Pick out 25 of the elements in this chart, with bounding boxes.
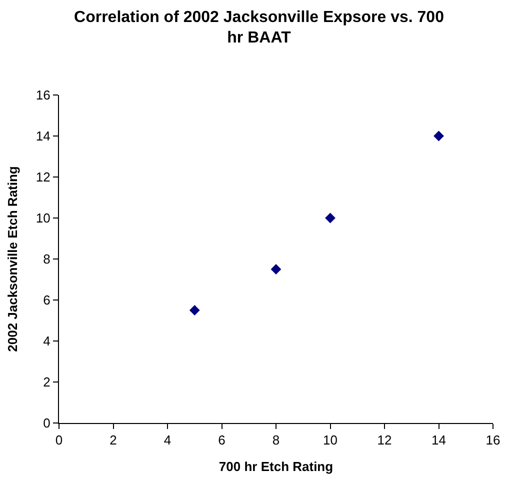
point bbox=[189, 305, 200, 316]
chart-title: Correlation of 2002 Jacksonville Expsore vs. 700 hr BAAT bbox=[74, 8, 444, 47]
x-axis-title: 700 hr Etch Rating bbox=[218, 459, 334, 474]
y-tick-label: 4 bbox=[43, 334, 50, 349]
y-tick-label: 16 bbox=[36, 88, 50, 103]
y-tick-label: 0 bbox=[43, 416, 50, 431]
y-tick-label: 2 bbox=[43, 374, 50, 390]
x-tick-label: 12 bbox=[377, 432, 392, 448]
y-tick-label: 6 bbox=[43, 292, 50, 308]
point bbox=[270, 264, 282, 274]
y-tick-label: 12 bbox=[36, 170, 50, 185]
point bbox=[325, 212, 336, 224]
y-tick-label: 14 bbox=[36, 128, 50, 144]
x-tick-label: 6 bbox=[218, 432, 226, 448]
y-tick-label: 8 bbox=[43, 252, 50, 267]
x-tick-label: 10 bbox=[323, 432, 338, 448]
x-tick-label: 2 bbox=[110, 432, 117, 448]
y-axis-title: 2002 Jacksonville Etch Rating bbox=[4, 166, 20, 352]
x-tick-label: 14 bbox=[432, 432, 446, 448]
x-tick-label: 16 bbox=[486, 432, 500, 448]
y-tick-label: 10 bbox=[36, 210, 50, 226]
x-tick-label: 4 bbox=[164, 432, 172, 448]
point bbox=[434, 130, 444, 142]
x-tick-label: 0 bbox=[55, 432, 63, 448]
x-tick-label: 8 bbox=[272, 432, 280, 448]
